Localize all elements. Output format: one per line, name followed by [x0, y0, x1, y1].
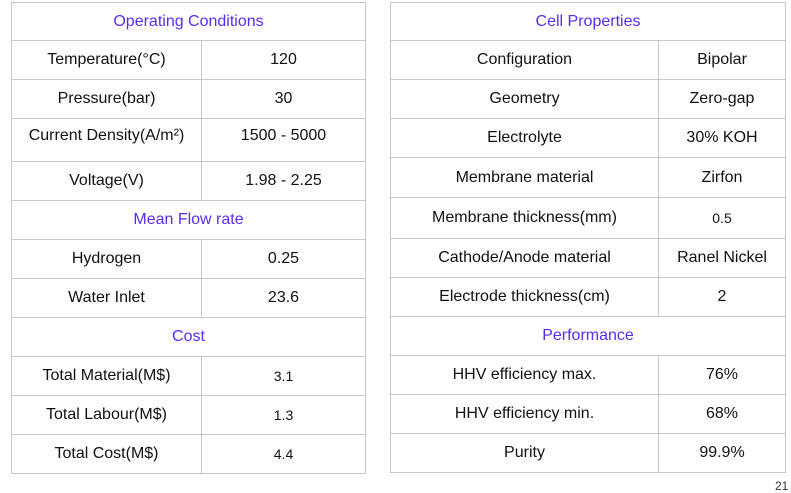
- row-label: Electrolyte: [390, 118, 659, 158]
- cell-properties-table: Cell Properties Configuration Bipolar Ge…: [390, 2, 786, 473]
- row-value: 1500 - 5000: [201, 118, 366, 162]
- table-row: Membrane material Zirfon: [390, 157, 786, 198]
- row-value: 23.6: [201, 278, 366, 318]
- row-value: 2: [658, 277, 786, 317]
- table-row: Total Material(M$) 3.1: [11, 356, 366, 396]
- cell-properties-header: Cell Properties: [390, 2, 786, 41]
- table-row: Geometry Zero-gap: [390, 79, 786, 119]
- row-value: 0.5: [658, 197, 786, 239]
- row-label: Membrane thickness(mm): [390, 197, 659, 239]
- row-label: Current Density(A/m²): [11, 118, 202, 162]
- row-value: Ranel Nickel: [658, 238, 786, 278]
- row-label: Geometry: [390, 79, 659, 119]
- table-row: Current Density(A/m²) 1500 - 5000: [11, 118, 366, 162]
- performance-header: Performance: [390, 316, 786, 356]
- row-value: 3.1: [201, 356, 366, 396]
- row-value: 68%: [658, 394, 786, 434]
- mean-flow-rate-header: Mean Flow rate: [11, 200, 366, 240]
- row-value: 76%: [658, 355, 786, 395]
- row-label: Hydrogen: [11, 239, 202, 279]
- row-label: Temperature(°C): [11, 40, 202, 80]
- table-row: Voltage(V) 1.98 - 2.25: [11, 161, 366, 201]
- row-label: Pressure(bar): [11, 79, 202, 119]
- row-label: Total Material(M$): [11, 356, 202, 396]
- row-value: Bipolar: [658, 40, 786, 80]
- row-label: HHV efficiency max.: [390, 355, 659, 395]
- operating-conditions-table: Operating Conditions Temperature(°C) 120…: [11, 2, 366, 474]
- row-label: Total Cost(M$): [11, 434, 202, 474]
- row-label: Cathode/Anode material: [390, 238, 659, 278]
- row-value: 1.3: [201, 395, 366, 435]
- page-number-fragment: 21: [775, 479, 789, 493]
- table-row: Total Labour(M$) 1.3: [11, 395, 366, 435]
- table-row: HHV efficiency min. 68%: [390, 394, 786, 434]
- row-value: 120: [201, 40, 366, 80]
- table-row: Configuration Bipolar: [390, 40, 786, 80]
- row-value: 1.98 - 2.25: [201, 161, 366, 201]
- row-value: 99.9%: [658, 433, 786, 473]
- row-value: 30: [201, 79, 366, 119]
- row-label: Water Inlet: [11, 278, 202, 318]
- row-value: Zero-gap: [658, 79, 786, 119]
- table-row: Hydrogen 0.25: [11, 239, 366, 279]
- table-row: Water Inlet 23.6: [11, 278, 366, 318]
- row-value: Zirfon: [658, 157, 786, 198]
- table-row: Electrolyte 30% KOH: [390, 118, 786, 158]
- row-label: Total Labour(M$): [11, 395, 202, 435]
- table-row: Temperature(°C) 120: [11, 40, 366, 80]
- table-row: Purity 99.9%: [390, 433, 786, 473]
- table-row: Cathode/Anode material Ranel Nickel: [390, 238, 786, 278]
- cost-header: Cost: [11, 317, 366, 357]
- table-row: Membrane thickness(mm) 0.5: [390, 197, 786, 239]
- table-row: HHV efficiency max. 76%: [390, 355, 786, 395]
- table-row: Total Cost(M$) 4.4: [11, 434, 366, 474]
- row-label: Electrode thickness(cm): [390, 277, 659, 317]
- row-label: HHV efficiency min.: [390, 394, 659, 434]
- operating-conditions-header: Operating Conditions: [11, 2, 366, 41]
- row-label: Configuration: [390, 40, 659, 80]
- row-value: 4.4: [201, 434, 366, 474]
- row-label: Voltage(V): [11, 161, 202, 201]
- row-label: Purity: [390, 433, 659, 473]
- table-row: Electrode thickness(cm) 2: [390, 277, 786, 317]
- row-label: Membrane material: [390, 157, 659, 198]
- table-row: Pressure(bar) 30: [11, 79, 366, 119]
- row-value: 0.25: [201, 239, 366, 279]
- row-value: 30% KOH: [658, 118, 786, 158]
